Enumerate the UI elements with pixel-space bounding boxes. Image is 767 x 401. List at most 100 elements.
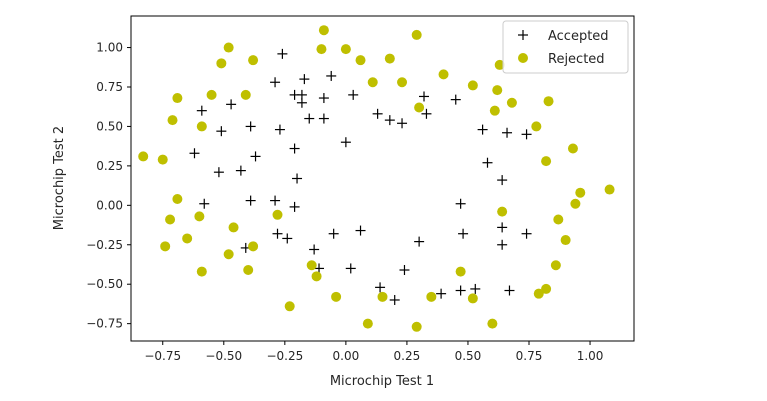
accepted-point: [289, 143, 300, 154]
accepted-point: [419, 91, 430, 102]
rejected-point: [216, 58, 227, 69]
rejected-point: [384, 53, 395, 64]
rejected-point: [570, 198, 581, 209]
y-axis-label: Microchip Test 2: [52, 126, 67, 230]
legend-rejected-circle-icon: [518, 53, 528, 63]
accepted-point: [226, 99, 237, 110]
rejected-point: [411, 321, 422, 332]
rejected-point: [194, 211, 205, 222]
accepted-point: [421, 108, 432, 119]
rejected-point: [492, 85, 503, 96]
accepted-point: [455, 198, 466, 209]
rejected-point: [318, 25, 329, 36]
accepted-point: [399, 265, 410, 276]
rejected-point: [223, 42, 234, 53]
series-accepted: [189, 48, 532, 305]
accepted-point: [235, 165, 246, 176]
rejected-point: [228, 222, 239, 233]
accepted-point: [340, 137, 351, 148]
x-tick-label: −0.25: [266, 349, 303, 363]
rejected-point: [414, 102, 425, 113]
rejected-point: [489, 105, 500, 116]
rejected-point: [196, 121, 207, 132]
accepted-point: [314, 263, 325, 274]
accepted-point: [521, 129, 532, 140]
accepted-point: [497, 222, 508, 233]
x-tick-label: −0.75: [144, 349, 181, 363]
rejected-point: [311, 271, 322, 282]
x-tick-label: 1.00: [577, 349, 604, 363]
rejected-point: [362, 318, 373, 329]
rejected-point: [487, 318, 498, 329]
rejected-point: [243, 265, 254, 276]
rejected-point: [248, 241, 259, 252]
y-tick-label: −0.75: [86, 317, 123, 331]
rejected-point: [575, 187, 586, 198]
rejected-point: [411, 29, 422, 40]
accepted-point: [470, 283, 481, 294]
accepted-point: [477, 124, 488, 135]
accepted-point: [289, 201, 300, 212]
rejected-point: [272, 209, 283, 220]
accepted-point: [216, 126, 227, 137]
x-tick-label: 0.75: [516, 349, 543, 363]
accepted-point: [318, 113, 329, 124]
rejected-point: [172, 93, 183, 104]
accepted-point: [389, 294, 400, 305]
accepted-point: [482, 157, 493, 168]
x-axis: −0.75 −0.50 −0.25 0.00 0.25 0.50 0.75 1.00: [144, 341, 603, 363]
rejected-point: [604, 184, 615, 195]
accepted-point: [277, 48, 288, 59]
rejected-point: [560, 235, 571, 246]
accepted-point: [502, 127, 513, 138]
rejected-point: [196, 266, 207, 277]
accepted-point: [245, 121, 256, 132]
y-tick-label: −0.50: [86, 277, 123, 291]
accepted-point: [414, 236, 425, 247]
accepted-point: [372, 108, 383, 119]
rejected-point: [467, 80, 478, 91]
series-rejected: [138, 25, 615, 332]
rejected-point: [340, 44, 351, 55]
rejected-point: [306, 260, 317, 271]
accepted-point: [436, 288, 447, 299]
rejected-point: [316, 44, 327, 55]
accepted-point: [497, 239, 508, 250]
rejected-point: [165, 214, 176, 225]
accepted-point: [375, 282, 386, 293]
x-tick-label: 0.00: [333, 349, 360, 363]
legend-accepted-plus-icon: [518, 30, 528, 40]
accepted-point: [455, 285, 466, 296]
y-tick-label: −0.25: [86, 238, 123, 252]
rejected-point: [355, 55, 366, 66]
rejected-point: [497, 206, 508, 217]
rejected-point: [248, 55, 259, 66]
y-tick-label: 1.00: [96, 41, 123, 55]
accepted-point: [318, 93, 329, 104]
rejected-point: [506, 97, 517, 108]
rejected-point: [541, 283, 552, 294]
accepted-point: [384, 115, 395, 126]
rejected-point: [138, 151, 149, 162]
rejected-point: [284, 301, 295, 312]
y-tick-label: 0.75: [96, 80, 123, 94]
legend-plus-mark: [518, 30, 528, 40]
x-tick-label: 0.25: [394, 349, 421, 363]
x-tick-label: 0.50: [455, 349, 482, 363]
accepted-point: [282, 233, 293, 244]
rejected-point: [543, 96, 554, 107]
rejected-point: [467, 293, 478, 304]
accepted-point: [270, 77, 281, 88]
accepted-point: [299, 74, 310, 85]
rejected-point: [533, 288, 544, 299]
accepted-point: [199, 198, 210, 209]
accepted-point: [245, 195, 256, 206]
legend-rejected-label: Rejected: [548, 52, 605, 67]
rejected-point: [206, 89, 217, 100]
x-axis-label: Microchip Test 1: [330, 374, 434, 389]
rejected-point: [426, 291, 437, 302]
accepted-point: [521, 228, 532, 239]
rejected-point: [550, 260, 561, 271]
rejected-point: [377, 291, 388, 302]
